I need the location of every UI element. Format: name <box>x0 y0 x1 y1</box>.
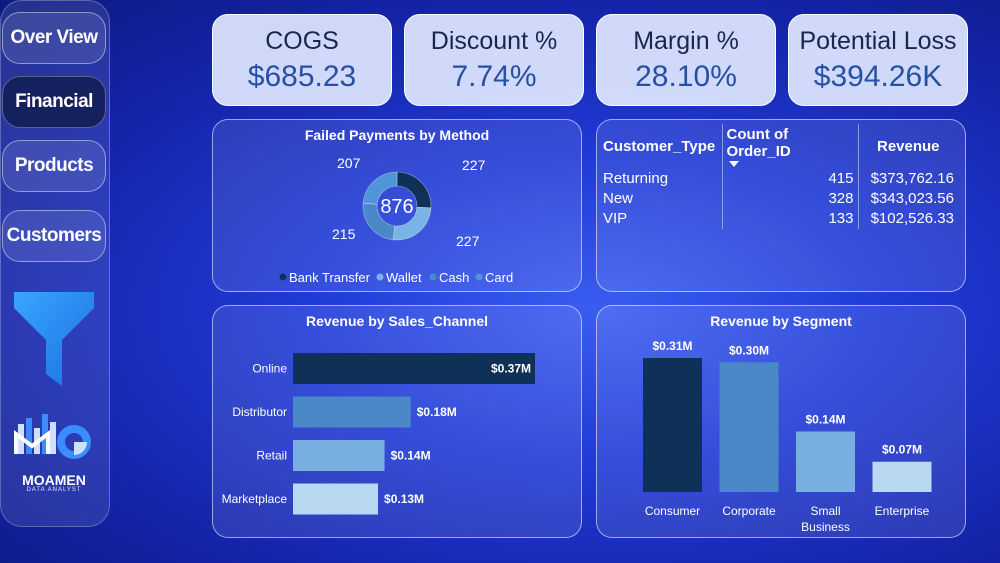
sales-channel-bar-chart[interactable]: Online $0.37M Distributor $0.18M Retail $0.14… <box>213 306 583 539</box>
kpi-card-potential-loss: Potential Loss $394.26K <box>788 14 968 106</box>
bar[interactable] <box>796 431 855 492</box>
legend-dot <box>376 273 384 281</box>
cell-count: 415 <box>722 169 859 189</box>
legend-dot <box>429 273 437 281</box>
slice-label: 227 <box>456 233 480 249</box>
nav-products-button[interactable]: Products <box>2 140 106 192</box>
data-label: $0.37M <box>491 362 531 376</box>
cell-type: New <box>599 189 723 209</box>
cell-count: 133 <box>722 209 859 229</box>
logo-name: MOAMEN <box>22 472 86 488</box>
segment-panel[interactable]: Revenue by Segment $0.31M Consumer $0.30M C… <box>596 305 966 538</box>
brand-logo: MOAMEN DATA ANALYST <box>12 412 96 512</box>
category-label: Corporate <box>722 504 776 518</box>
cell-revenue: $102,526.33 <box>870 210 954 227</box>
cell-type: VIP <box>599 209 723 229</box>
slice-label: 207 <box>337 155 361 171</box>
sales-channel-panel[interactable]: Revenue by Sales_Channel Online $0.37M Dis… <box>212 305 582 538</box>
chart-title: Revenue by Segment <box>710 313 852 329</box>
header-customer-type[interactable]: Customer_Type <box>599 124 723 169</box>
bar[interactable] <box>719 362 779 492</box>
category-label: Retail <box>256 449 287 463</box>
kpi-label: Margin % <box>633 27 739 55</box>
bar[interactable] <box>643 358 702 492</box>
bar[interactable] <box>872 461 932 492</box>
nav-customers-button[interactable]: Customers <box>2 210 106 262</box>
category-label: Distributor <box>232 405 287 419</box>
customer-table: Customer_Type Count of Order_ID Revenue … <box>599 124 958 229</box>
category-label: Consumer <box>645 504 700 518</box>
donut-total: 876 <box>380 196 413 218</box>
sidebar: Over View Financial Products Customers M… <box>0 0 110 527</box>
kpi-label: COGS <box>265 27 339 55</box>
kpi-label: Discount % <box>430 27 558 55</box>
logo-subtitle: DATA ANALYST <box>26 487 82 493</box>
nav-overview-button[interactable]: Over View <box>2 12 106 64</box>
cell-type: Returning <box>599 169 723 189</box>
table-row: VIP 133 $102,526.33 <box>599 209 958 229</box>
category-label: Online <box>252 362 287 376</box>
legend-item[interactable]: Cash <box>439 270 469 285</box>
table-header-row: Customer_Type Count of Order_ID Revenue <box>599 124 958 169</box>
failed-payments-panel[interactable]: Failed Payments by Method 227 227 215 207 87… <box>212 119 582 292</box>
bar[interactable] <box>293 483 379 515</box>
donut-chart[interactable]: 227 227 215 207 876 Bank Transfer Wallet Cash Ca… <box>213 120 583 293</box>
cell-count: 328 <box>722 189 859 209</box>
kpi-value: $394.26K <box>813 60 943 93</box>
chart-title: Revenue by Sales_Channel <box>305 313 489 329</box>
logo-mark-icon <box>14 414 91 459</box>
filter-funnel-icon[interactable] <box>14 290 94 388</box>
donut-slice[interactable] <box>362 171 398 205</box>
category-label: Small <box>810 504 840 518</box>
legend-item[interactable]: Bank Transfer <box>289 270 371 285</box>
category-label: Business <box>801 520 850 534</box>
slice-label: 215 <box>332 226 356 242</box>
data-label: $0.14M <box>391 449 431 463</box>
chart-title: Failed Payments by Method <box>304 127 490 143</box>
legend-item[interactable]: Card <box>485 270 513 285</box>
data-label: $0.13M <box>384 492 424 506</box>
data-label: $0.31M <box>652 339 692 353</box>
bar[interactable] <box>293 396 411 428</box>
table-row: New 328 $343,023.56 <box>599 189 958 209</box>
data-label: $0.30M <box>729 343 769 357</box>
header-label: Count of Order_ID <box>726 126 791 160</box>
header-revenue[interactable]: Revenue <box>876 138 940 155</box>
sort-desc-icon[interactable] <box>728 161 739 167</box>
category-label: Enterprise <box>875 504 930 518</box>
category-label: Marketplace <box>222 492 288 506</box>
slice-label: 227 <box>462 157 486 173</box>
kpi-value: 7.74% <box>451 60 537 93</box>
customer-table-panel: Customer_Type Count of Order_ID Revenue … <box>596 119 966 292</box>
legend-item[interactable]: Wallet <box>386 270 422 285</box>
bar[interactable] <box>293 440 385 471</box>
data-label: $0.07M <box>882 443 922 457</box>
data-label: $0.14M <box>805 412 845 426</box>
kpi-value: $685.23 <box>247 60 357 93</box>
cell-revenue: $373,762.16 <box>870 170 954 187</box>
table-row: Returning 415 $373,762.16 <box>599 169 958 189</box>
nav-financial-button[interactable]: Financial <box>2 76 106 128</box>
data-label: $0.18M <box>417 405 457 419</box>
legend-dot <box>475 273 483 281</box>
kpi-card-cogs: COGS $685.23 <box>212 14 392 106</box>
kpi-card-margin: Margin % 28.10% <box>596 14 776 106</box>
legend-dot <box>279 273 287 281</box>
kpi-value: 28.10% <box>635 60 737 93</box>
kpi-label: Potential Loss <box>799 27 957 55</box>
segment-bar-chart[interactable]: $0.31M Consumer $0.30M Corporate $0.14M Small… <box>597 306 967 539</box>
header-count-order[interactable]: Count of Order_ID <box>722 124 859 169</box>
bar[interactable] <box>293 353 535 384</box>
kpi-card-discount: Discount % 7.74% <box>404 14 584 106</box>
cell-revenue: $343,023.56 <box>870 190 954 207</box>
